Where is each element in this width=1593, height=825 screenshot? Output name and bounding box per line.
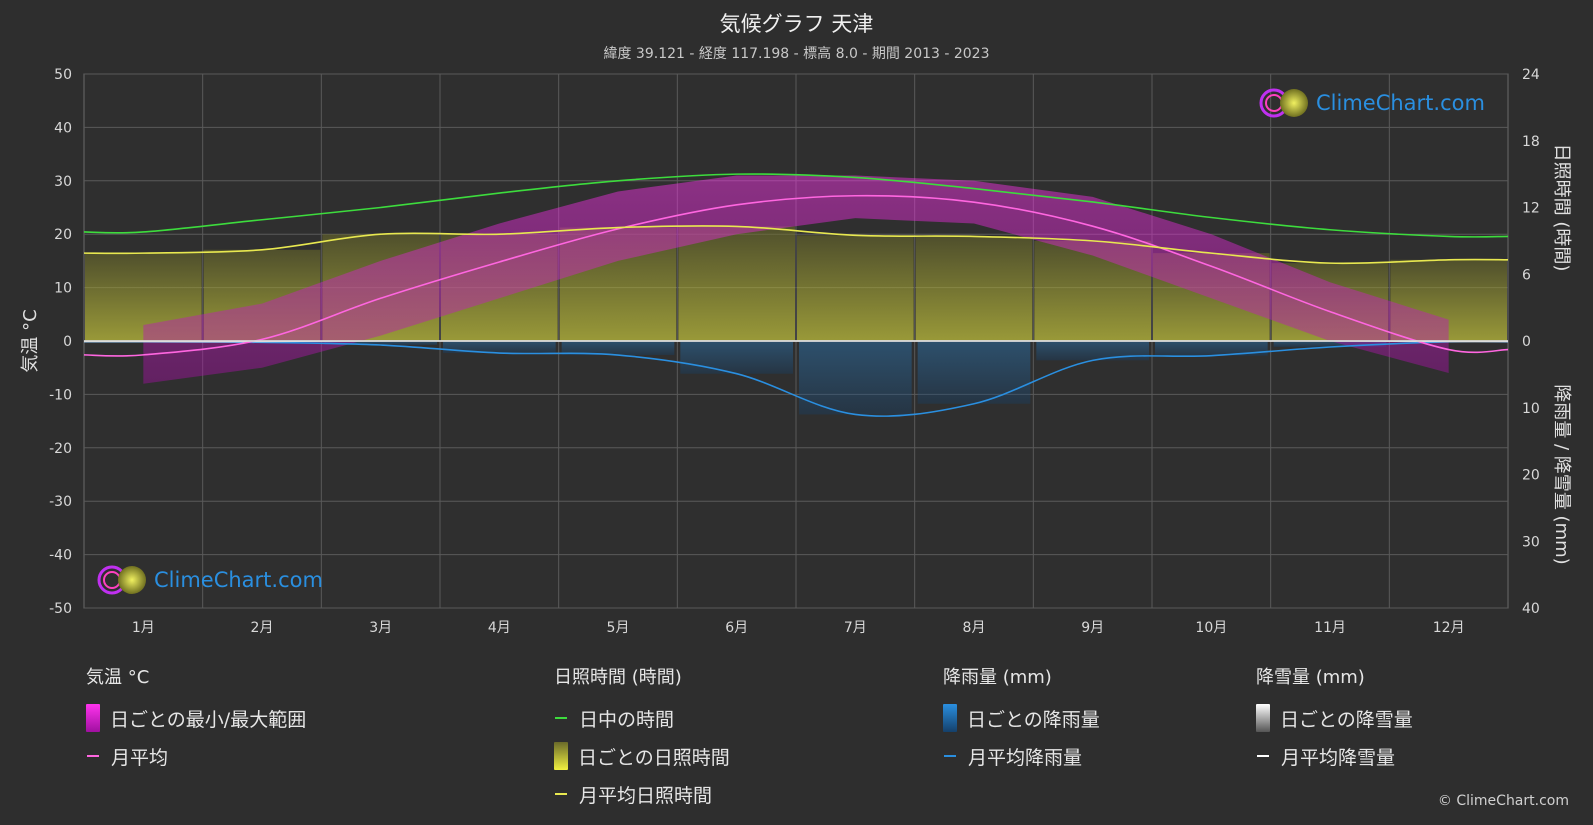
tick-label-left: -40 [49, 548, 72, 564]
y-axis-label-right-top: 日照時間 (時間) [1551, 144, 1572, 272]
legend-sunshine: 日照時間 (時間) 日中の時間 日ごとの日照時間 月平均日照時間 [554, 663, 730, 813]
legend-temperature: 気温 °C 日ごとの最小/最大範囲 月平均 [86, 663, 306, 775]
legend-header: 降雨量 (mm) [943, 667, 1052, 688]
tick-label-right-hours: 0 [1522, 334, 1531, 350]
tick-label-month: 2月 [251, 620, 274, 636]
tick-label-right-mm: 10 [1522, 401, 1540, 417]
snow-swatch [1256, 704, 1270, 732]
rain-swatch [943, 704, 957, 732]
sunshine-avg-swatch [555, 793, 567, 795]
legend-item: 月平均日照時間 [554, 775, 730, 813]
legend-item: 月平均降雪量 [1256, 737, 1413, 775]
tick-label-left: -30 [49, 494, 72, 510]
legend-rain: 降雨量 (mm) 日ごとの降雨量 月平均降雨量 [943, 663, 1100, 775]
rain-bar [561, 341, 675, 356]
rain-bar [324, 341, 437, 346]
legend-header: 降雪量 (mm) [1256, 667, 1365, 688]
legend-item: 日ごとの降雪量 [1256, 699, 1413, 737]
legend-label: 月平均降雨量 [968, 746, 1083, 769]
rain-bar [917, 341, 1031, 404]
tick-label-month: 12月 [1433, 620, 1465, 636]
tick-label-right-mm: 40 [1522, 601, 1540, 617]
chart-title: 気候グラフ 天津 [719, 12, 874, 36]
tick-label-right-hours: 6 [1522, 267, 1531, 283]
tick-label-left: -10 [49, 387, 72, 403]
tick-label-month: 9月 [1081, 620, 1104, 636]
sunshine-avg-line [83, 225, 1509, 265]
legend-snow: 降雪量 (mm) 日ごとの降雪量 月平均降雪量 [1256, 663, 1413, 775]
snow-avg-swatch [1257, 755, 1269, 757]
chart-subtitle: 緯度 39.121 - 経度 117.198 - 標高 8.0 - 期間 201… [603, 46, 990, 62]
tick-label-left: 30 [54, 174, 72, 190]
logo-icon [1259, 88, 1308, 118]
tick-label-right-hours: 24 [1522, 67, 1540, 83]
legend-label: 日ごとの日照時間 [578, 746, 730, 769]
logo-top[interactable]: ClimeChart.com [1258, 86, 1485, 120]
copyright: © ClimeChart.com [1437, 793, 1569, 809]
legend-item: 日ごとの降雨量 [943, 699, 1100, 737]
legend-item: 月平均 [86, 737, 306, 775]
legend-item: 日中の時間 [554, 699, 730, 737]
legend-item: 日ごとの日照時間 [554, 737, 730, 775]
logo-text: ClimeChart.com [1316, 91, 1485, 115]
rain-avg-line [83, 340, 1509, 417]
rain-bar [1036, 341, 1149, 361]
rain-bar [799, 341, 912, 415]
tick-label-left: 10 [54, 281, 72, 297]
rain-bar [1273, 341, 1387, 348]
legend-label: 日中の時間 [579, 708, 675, 731]
tick-label-month: 7月 [844, 620, 867, 636]
tick-label-month: 3月 [369, 620, 392, 636]
tick-label-month: 6月 [725, 620, 748, 636]
daylight-line [83, 173, 1509, 238]
legend-label: 月平均日照時間 [579, 784, 713, 807]
tick-label-left: -50 [49, 601, 72, 617]
legend-label: 日ごとの降雪量 [1280, 708, 1413, 731]
tick-label-right-mm: 30 [1522, 534, 1540, 550]
legend-header: 気温 °C [86, 667, 150, 688]
tick-label-right-hours: 18 [1522, 134, 1540, 150]
tick-label-left: -20 [49, 441, 72, 457]
sunshine-bar [915, 236, 1033, 341]
logo-bottom[interactable]: ClimeChart.com [96, 563, 323, 597]
tick-label-left: 20 [54, 227, 72, 243]
tick-label-right-mm: 20 [1522, 468, 1540, 484]
tick-label-month: 4月 [488, 620, 511, 636]
y-axis-label-left: 気温 °C [20, 309, 41, 372]
legend-item: 日ごとの最小/最大範囲 [86, 699, 306, 737]
legend-label: 月平均 [111, 746, 169, 769]
legend-item: 月平均降雨量 [943, 737, 1100, 775]
legend-header: 日照時間 (時間) [554, 667, 682, 688]
temp-range-band [143, 175, 1449, 384]
legend-label: 月平均降雪量 [1281, 746, 1396, 769]
temp-avg-swatch [87, 755, 99, 757]
tick-label-left: 0 [63, 334, 72, 350]
tick-label-month: 11月 [1314, 620, 1346, 636]
temp-range-swatch [86, 704, 100, 732]
rain-bar [680, 341, 793, 374]
tick-label-month: 10月 [1195, 620, 1227, 636]
tick-label-month: 1月 [132, 620, 155, 636]
tick-label-right-hours: 12 [1522, 201, 1540, 217]
daylight-swatch [555, 717, 567, 719]
rain-avg-swatch [944, 755, 956, 757]
y-axis-label-right-bottom: 降雨量 / 降雪量 (mm) [1551, 384, 1572, 564]
tick-label-month: 8月 [963, 620, 986, 636]
tick-label-month: 5月 [607, 620, 630, 636]
tick-label-left: 50 [54, 67, 72, 83]
legend-label: 日ごとの最小/最大範囲 [110, 708, 307, 731]
legend-label: 日ごとの降雨量 [967, 708, 1100, 731]
tick-label-left: 40 [54, 120, 72, 136]
rain-bar [1155, 341, 1268, 356]
sunshine-swatch [554, 742, 568, 770]
rain-bar [443, 341, 556, 354]
logo-text: ClimeChart.com [154, 568, 323, 592]
logo-icon [97, 565, 146, 595]
temp-avg-line [83, 194, 1509, 357]
sunshine-bar [678, 226, 795, 341]
sunshine-bar [797, 235, 914, 341]
